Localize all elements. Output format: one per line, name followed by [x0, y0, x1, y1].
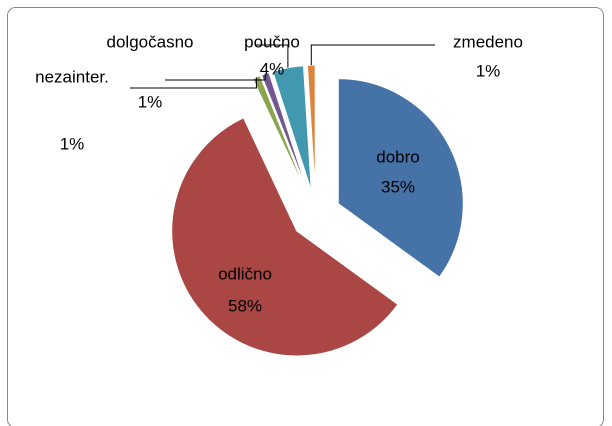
pie-slice [260, 71, 309, 192]
pie-slice [337, 78, 464, 278]
slice-value-label: 4% [260, 59, 285, 78]
leader-line [310, 44, 435, 66]
slice-value-label: 1% [476, 61, 501, 80]
leader-line [165, 73, 266, 81]
leader-line [130, 77, 257, 89]
pie-slice [171, 117, 399, 357]
slice-value-label: 35% [381, 177, 415, 196]
slice-value-label: 1% [60, 134, 85, 153]
slice-value-label: 1% [138, 92, 163, 111]
slice-name: dobro [376, 147, 419, 166]
slice-name: odlično [218, 264, 272, 283]
leader-line [255, 44, 289, 68]
slice-name: nezainter. [35, 67, 109, 86]
slice-name: poučno [244, 32, 300, 51]
slice-value-label: 58% [228, 296, 262, 315]
slice-name: zmedeno [453, 32, 523, 51]
slice-name: dolgočasno [107, 32, 194, 51]
chart-border [7, 7, 604, 426]
